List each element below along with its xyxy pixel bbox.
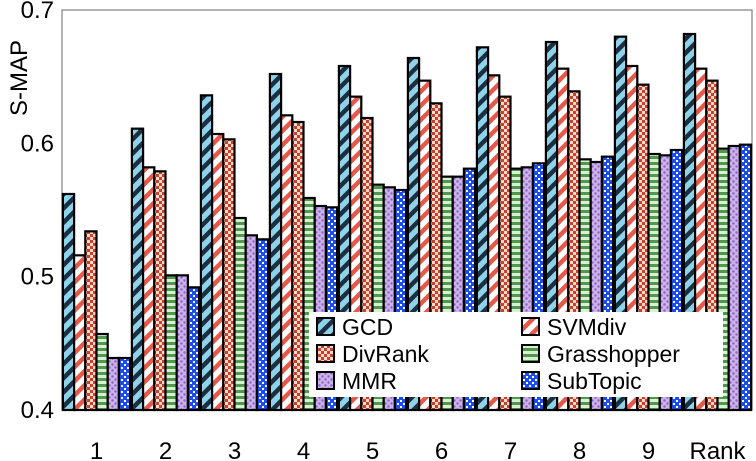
legend: GCD SVMdiv DivRank Grasshopper MMR SubTopic [309, 312, 723, 397]
y-tick-label-0-6: 0.6 [21, 130, 54, 157]
bar-subtopic-3 [255, 238, 270, 412]
bar-subtopic-rank [738, 143, 753, 412]
x-tick-label-rank: Rank [689, 438, 746, 461]
legend-label-gcd: GCD [342, 314, 393, 340]
bar-svmdiv-3 [211, 132, 225, 412]
legend-label-divrank: DivRank [342, 341, 429, 367]
category-group-4 [268, 72, 339, 412]
category-group-1 [61, 192, 132, 412]
bar-divrank-4 [291, 120, 305, 412]
legend-swatch-grasshopper [521, 344, 540, 363]
bar-subtopic-2 [186, 286, 201, 412]
legend-label-mmr: MMR [342, 368, 397, 394]
legend-entry-svmdiv: SVMdiv [521, 314, 627, 340]
bar-subtopic-8 [600, 155, 615, 412]
bar-gcd-1 [61, 192, 76, 412]
category-group-5 [337, 64, 408, 412]
x-tick-label-4: 4 [297, 438, 310, 461]
bar-divrank-1 [84, 230, 98, 412]
bar-mmr-3 [244, 234, 258, 412]
legend-swatch-mmr [316, 371, 335, 390]
bar-svmdiv-1 [72, 254, 87, 412]
bar-subtopic-5 [393, 188, 408, 412]
bar-subtopic-7 [531, 162, 546, 412]
bar-subtopic-6 [462, 167, 477, 412]
bar-mmr-1 [106, 356, 120, 412]
axes-layer: 0.4 0.5 0.6 0.7 S-MAP 1 2 3 4 5 6 7 8 9 Rank [6, 0, 747, 461]
x-tick-label-2: 2 [159, 438, 172, 461]
category-group-6 [406, 56, 477, 412]
bar-mmr-2 [175, 274, 189, 412]
legend-box [309, 312, 723, 397]
legend-swatch-divrank [316, 344, 335, 363]
legend-entry-gcd: GCD [316, 314, 393, 340]
bar-gcd-3 [199, 94, 214, 412]
legend-label-grasshopper: Grasshopper [547, 341, 680, 367]
x-tick-label-3: 3 [228, 438, 241, 461]
bar-svmdiv-2 [142, 166, 156, 412]
legend-label-subtopic: SubTopic [547, 368, 642, 394]
category-group-9 [613, 35, 684, 412]
bar-subtopic-1 [117, 356, 132, 412]
y-axis-title: S-MAP [6, 40, 33, 116]
category-group-3 [199, 94, 270, 412]
bar-grasshopper-2 [164, 274, 178, 412]
y-tick-label-0-4: 0.4 [21, 397, 54, 424]
bar-divrank-2 [153, 170, 167, 412]
legend-entry-mmr: MMR [316, 368, 397, 394]
category-group-7 [475, 46, 546, 412]
legend-swatch-subtopic [521, 371, 540, 390]
category-group-rank [682, 32, 753, 412]
bars-layer [61, 32, 753, 412]
category-group-8 [544, 40, 615, 412]
category-group-2 [130, 127, 201, 412]
bar-subtopic-4 [324, 206, 339, 412]
legend-entry-subtopic: SubTopic [521, 368, 642, 394]
bar-gcd-4 [268, 72, 283, 412]
x-tick-label-5: 5 [366, 438, 379, 461]
y-tick-label-0-5: 0.5 [21, 264, 54, 291]
x-tick-label-8: 8 [573, 438, 586, 461]
bar-divrank-3 [222, 138, 236, 412]
legend-entry-grasshopper: Grasshopper [521, 341, 680, 367]
legend-entry-divrank: DivRank [316, 341, 429, 367]
x-tick-label-7: 7 [504, 438, 517, 461]
legend-swatch-svmdiv [521, 317, 540, 336]
x-tick-label-6: 6 [435, 438, 448, 461]
y-tick-label-0-7: 0.7 [21, 0, 54, 24]
bar-grasshopper-3 [233, 216, 247, 412]
legend-label-svmdiv: SVMdiv [547, 314, 627, 340]
x-tick-label-1: 1 [90, 438, 103, 461]
bar-subtopic-9 [669, 148, 684, 412]
bar-grasshopper-1 [95, 332, 109, 412]
legend-swatch-gcd [316, 317, 335, 336]
bar-gcd-2 [130, 127, 145, 412]
x-tick-label-9: 9 [642, 438, 655, 461]
bar-svmdiv-4 [280, 114, 294, 412]
bar-mmr-rank [727, 144, 742, 412]
